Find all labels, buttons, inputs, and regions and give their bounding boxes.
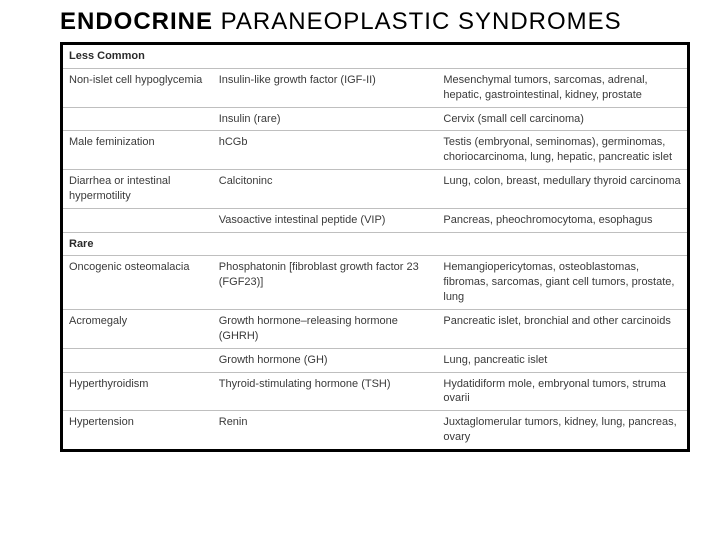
table-cell: Calcitoninc (213, 170, 438, 209)
table-cell: Juxtaglomerular tumors, kidney, lung, pa… (437, 411, 687, 449)
table-row: Vasoactive intestinal peptide (VIP)Pancr… (63, 208, 687, 232)
table-row: HypertensionReninJuxtaglomerular tumors,… (63, 411, 687, 449)
table-row: Non-islet cell hypoglycemiaInsulin-like … (63, 68, 687, 107)
section-header-cell: Rare (63, 232, 687, 256)
table-cell: Vasoactive intestinal peptide (VIP) (213, 208, 438, 232)
table-row: Diarrhea or intestinal hypermotilityCalc… (63, 170, 687, 209)
table-row: Insulin (rare)Cervix (small cell carcino… (63, 107, 687, 131)
table-cell: Insulin-like growth factor (IGF-II) (213, 68, 438, 107)
table-cell: Renin (213, 411, 438, 449)
title-rest: PARANEOPLASTIC SYNDROMES (213, 8, 622, 35)
table-cell (63, 208, 213, 232)
table-cell: Hypertension (63, 411, 213, 449)
section-header-row: Less Common (63, 45, 687, 68)
table-row: Growth hormone (GH)Lung, pancreatic isle… (63, 348, 687, 372)
table-cell: Mesenchymal tumors, sarcomas, adrenal, h… (437, 68, 687, 107)
title-bold: ENDOCRINE (60, 8, 213, 35)
slide-container: ENDOCRINE PARANEOPLASTIC SYNDROMES Less … (0, 0, 720, 540)
syndromes-table: Less CommonNon-islet cell hypoglycemiaIn… (63, 45, 687, 449)
table-cell: Hemangiopericytomas, osteoblastomas, fib… (437, 256, 687, 310)
table-cell: Growth hormone–releasing hormone (GHRH) (213, 309, 438, 348)
table-cell: Growth hormone (GH) (213, 348, 438, 372)
table-cell: Phosphatonin [fibroblast growth factor 2… (213, 256, 438, 310)
table-cell: Insulin (rare) (213, 107, 438, 131)
table-cell: Lung, colon, breast, medullary thyroid c… (437, 170, 687, 209)
table-cell: Testis (embryonal, seminomas), germinoma… (437, 131, 687, 170)
table-cell: Hydatidiform mole, embryonal tumors, str… (437, 372, 687, 411)
table-cell: Pancreatic islet, bronchial and other ca… (437, 309, 687, 348)
table-row: AcromegalyGrowth hormone–releasing hormo… (63, 309, 687, 348)
table-cell (63, 107, 213, 131)
table-cell (63, 348, 213, 372)
section-header-cell: Less Common (63, 45, 687, 68)
table-row: HyperthyroidismThyroid-stimulating hormo… (63, 372, 687, 411)
table-row: Oncogenic osteomalaciaPhosphatonin [fibr… (63, 256, 687, 310)
table-cell: Thyroid-stimulating hormone (TSH) (213, 372, 438, 411)
table-cell: Lung, pancreatic islet (437, 348, 687, 372)
table-cell: Oncogenic osteomalacia (63, 256, 213, 310)
table-cell: Hyperthyroidism (63, 372, 213, 411)
table-cell: Pancreas, pheochromocytoma, esophagus (437, 208, 687, 232)
table-cell: Diarrhea or intestinal hypermotility (63, 170, 213, 209)
slide-title: ENDOCRINE PARANEOPLASTIC SYNDROMES (60, 8, 690, 36)
section-header-row: Rare (63, 232, 687, 256)
table-row: Male feminizationhCGbTestis (embryonal, … (63, 131, 687, 170)
table-outer-border: Less CommonNon-islet cell hypoglycemiaIn… (60, 42, 690, 452)
table-cell: Cervix (small cell carcinoma) (437, 107, 687, 131)
table-cell: Non-islet cell hypoglycemia (63, 68, 213, 107)
table-cell: Male feminization (63, 131, 213, 170)
table-cell: Acromegaly (63, 309, 213, 348)
table-cell: hCGb (213, 131, 438, 170)
